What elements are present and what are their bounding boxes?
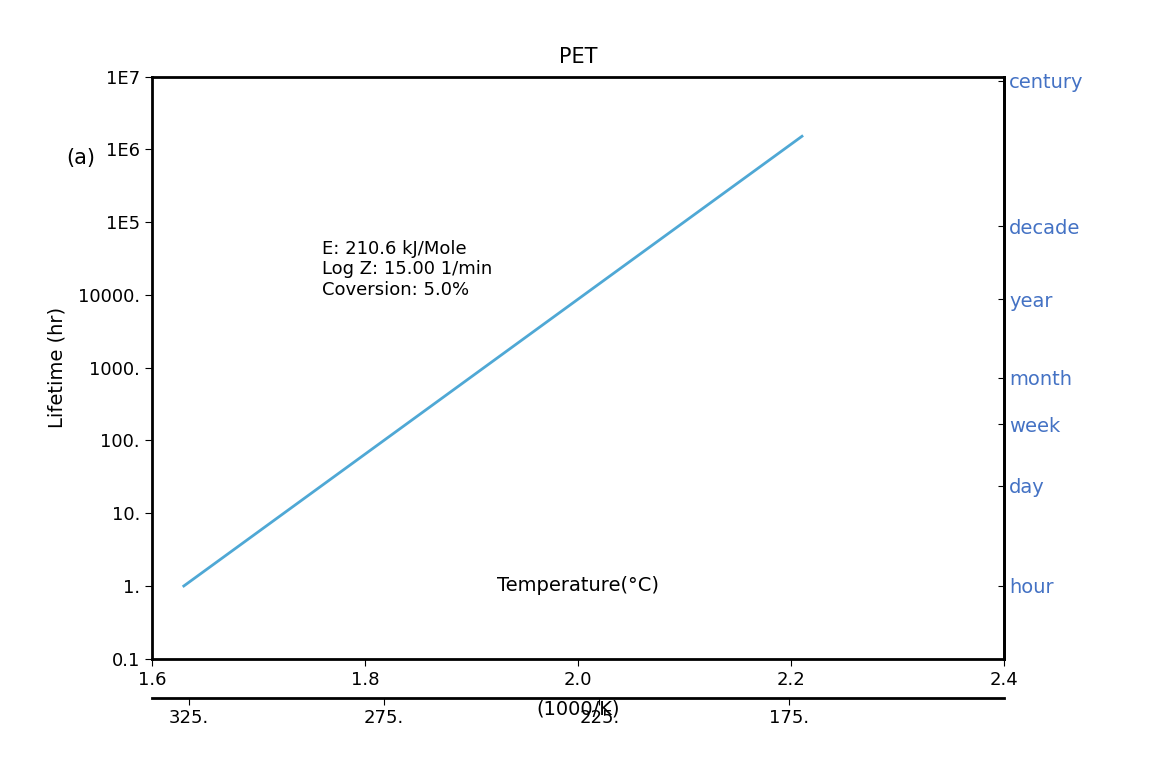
Text: E: 210.6 kJ/Mole
Log Z: 15.00 1/min
Coversion: 5.0%: E: 210.6 kJ/Mole Log Z: 15.00 1/min Cove… — [322, 240, 493, 300]
Text: (a): (a) — [67, 148, 96, 168]
X-axis label: (1000/K): (1000/K) — [536, 699, 620, 719]
Title: PET: PET — [559, 47, 597, 67]
Text: Temperature(°C): Temperature(°C) — [498, 577, 659, 595]
Y-axis label: Lifetime (hr): Lifetime (hr) — [48, 307, 67, 428]
